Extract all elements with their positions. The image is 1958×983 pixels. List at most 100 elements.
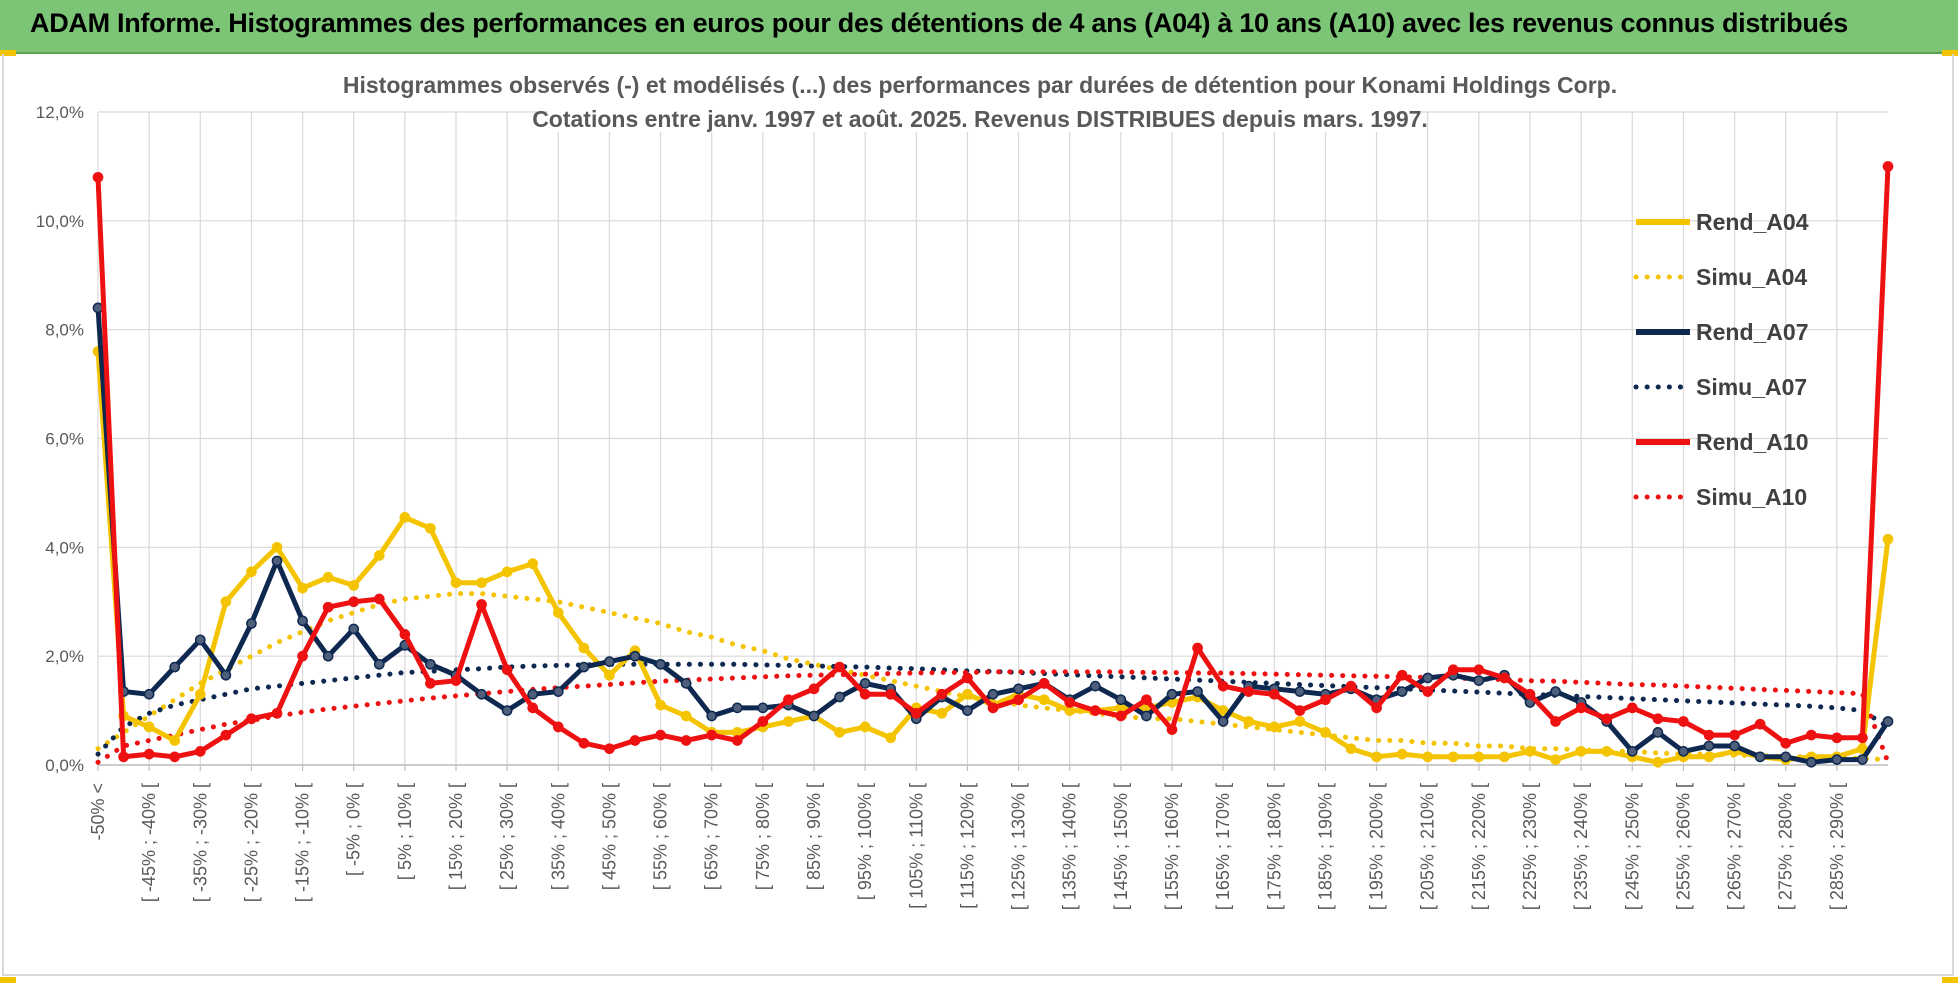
point-rend-a07 xyxy=(552,686,564,697)
point-rend-a04 xyxy=(1396,748,1408,760)
point-rend-a04 xyxy=(1652,756,1664,768)
x-tick-label: [ 215% ; 220% [ xyxy=(1469,783,1489,910)
point-rend-a04 xyxy=(1499,751,1510,763)
point-rend-a10 xyxy=(1422,686,1434,697)
y-tick-label: 4,0% xyxy=(45,538,84,557)
point-rend-a07 xyxy=(859,678,871,689)
point-rend-a10 xyxy=(910,707,922,719)
point-rend-a10 xyxy=(1038,678,1050,689)
x-tick-label: [ 55% ; 60% [ xyxy=(651,783,671,890)
point-rend-a04 xyxy=(425,522,436,534)
point-rend-a04 xyxy=(936,707,948,719)
point-rend-a10 xyxy=(1575,702,1587,714)
x-tick-label: [ 265% ; 270% [ xyxy=(1725,783,1745,910)
point-rend-a04 xyxy=(399,512,411,523)
point-rend-a10 xyxy=(1703,729,1715,741)
y-tick-label: 0,0% xyxy=(45,756,84,775)
x-tick-label: [ 245% ; 250% [ xyxy=(1622,783,1642,910)
point-rend-a04 xyxy=(1345,743,1357,755)
x-tick-label: [ 85% ; 90% [ xyxy=(804,783,824,890)
point-rend-a07 xyxy=(373,658,385,670)
x-tick-label: [ 35% ; 40% [ xyxy=(548,783,568,890)
point-rend-a07 xyxy=(1831,754,1843,765)
x-tick-label: [ 285% ; 290% [ xyxy=(1827,783,1847,910)
point-rend-a10 xyxy=(834,661,845,673)
point-rend-a10 xyxy=(936,688,948,700)
x-tick-label: [ 95% ; 100% [ xyxy=(855,783,875,900)
point-rend-a04 xyxy=(1320,727,1331,738)
point-rend-a07 xyxy=(604,656,615,667)
x-tick-label: [ 195% ; 200% [ xyxy=(1367,783,1387,910)
x-tick-label: [ 15% ; 20% [ xyxy=(446,783,466,890)
y-axis-ticks: 0,0% 2,0% 4,0% 6,0% 8,0% 10,0% 12,0% xyxy=(36,103,84,775)
point-rend-a10 xyxy=(1166,724,1178,735)
point-rend-a10 xyxy=(1013,694,1024,706)
x-tick-label: [ -5% ; 0% [ xyxy=(344,783,364,876)
point-rend-a04 xyxy=(1447,751,1459,763)
x-tick-label: [ 25% ; 30% [ xyxy=(497,783,517,890)
point-rend-a10 xyxy=(1217,680,1229,692)
point-rend-a10 xyxy=(1141,694,1152,706)
point-rend-a07 xyxy=(1217,716,1229,727)
point-rend-a07 xyxy=(1422,672,1434,684)
point-rend-a10 xyxy=(399,629,411,640)
point-rend-a07 xyxy=(143,688,155,700)
point-rend-a04 xyxy=(1371,751,1382,763)
point-rend-a10 xyxy=(92,171,104,183)
point-rend-a10 xyxy=(373,593,385,605)
point-rend-a10 xyxy=(169,751,181,763)
point-rend-a10 xyxy=(552,721,564,733)
point-rend-a10 xyxy=(1857,732,1868,744)
point-rend-a04 xyxy=(1038,694,1050,706)
x-axis-ticks: -50% < [ -45% ; -40% [[ -35% ; -30% [[ -2… xyxy=(88,783,1847,910)
point-rend-a10 xyxy=(220,729,232,741)
legend-label-simu-a04: Simu_A04 xyxy=(1696,264,1807,290)
x-tick-label: [ 205% ; 210% [ xyxy=(1418,783,1438,910)
point-rend-a07 xyxy=(1652,727,1664,738)
y-tick-label: 8,0% xyxy=(45,321,84,340)
point-rend-a07 xyxy=(348,623,360,635)
point-rend-a10 xyxy=(757,716,769,727)
point-rend-a10 xyxy=(1192,642,1203,654)
grid-lines xyxy=(97,111,1888,771)
point-rend-a10 xyxy=(1371,702,1382,714)
x-tick-label: [ 225% ; 230% [ xyxy=(1520,783,1540,910)
legend-label-rend-a04: Rend_A04 xyxy=(1696,209,1809,235)
x-tick-label: [ 145% ; 150% [ xyxy=(1111,783,1131,910)
report-title: ADAM Informe. Histogrammes des performan… xyxy=(30,8,1848,38)
point-rend-a04 xyxy=(1473,751,1485,763)
point-rend-a10 xyxy=(297,650,308,662)
point-rend-a10 xyxy=(1601,713,1613,725)
y-tick-label: 6,0% xyxy=(45,430,84,449)
point-rend-a04 xyxy=(1243,716,1255,727)
point-rend-a04 xyxy=(1524,746,1536,757)
line-chart: 0,0% 2,0% 4,0% 6,0% 8,0% 10,0% 12,0% -50% < [ -… xyxy=(36,64,1894,910)
x-tick-label: [ 175% ; 180% [ xyxy=(1264,783,1284,910)
point-rend-a07 xyxy=(476,688,487,700)
point-rend-a04 xyxy=(297,582,308,594)
point-rend-a04 xyxy=(1575,746,1587,757)
legend-label-rend-a10: Rend_A10 xyxy=(1696,429,1808,455)
x-tick-label: [ -45% ; -40% [ xyxy=(139,783,159,902)
point-rend-a10 xyxy=(680,735,692,746)
point-rend-a10 xyxy=(859,688,871,700)
point-rend-a07 xyxy=(731,702,743,714)
point-rend-a10 xyxy=(987,702,999,714)
point-rend-a10 xyxy=(1678,716,1689,727)
point-rend-a10 xyxy=(1626,702,1638,714)
point-rend-a04 xyxy=(246,566,257,578)
point-rend-a10 xyxy=(501,664,513,676)
point-rend-a10 xyxy=(629,735,641,746)
point-rend-a07 xyxy=(1294,686,1306,697)
point-rend-a07 xyxy=(1626,746,1638,757)
point-rend-a07 xyxy=(1703,740,1715,752)
point-rend-a10 xyxy=(1882,161,1894,172)
point-rend-a07 xyxy=(834,691,845,703)
point-rend-a07 xyxy=(629,650,641,662)
point-rend-a10 xyxy=(1396,669,1408,681)
point-rend-a10 xyxy=(1294,705,1306,716)
x-tick-label: [ 5% ; 10% [ xyxy=(395,783,415,880)
point-rend-a07 xyxy=(655,658,666,670)
point-rend-a04 xyxy=(476,577,487,589)
point-rend-a07 xyxy=(680,678,692,689)
